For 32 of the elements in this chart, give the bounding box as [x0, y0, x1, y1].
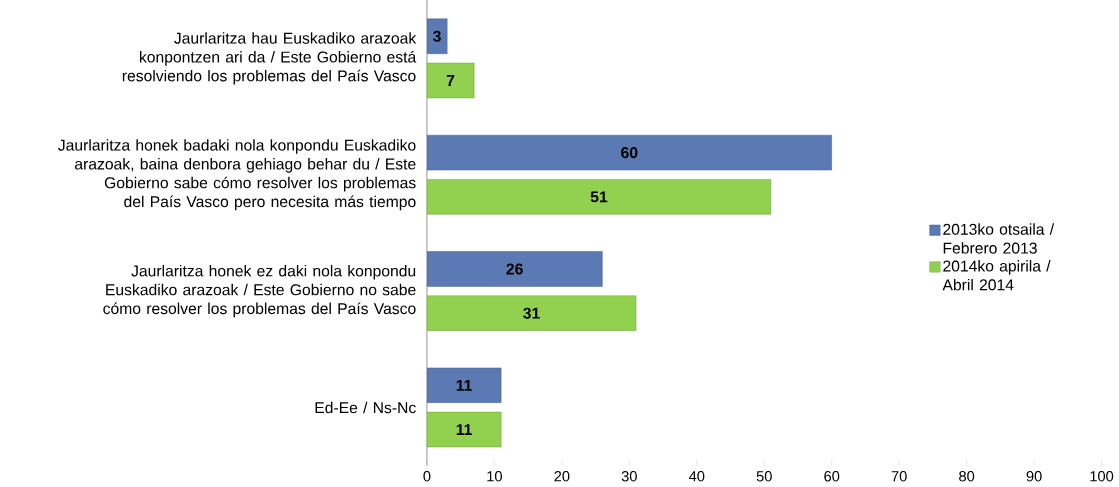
x-tick-label: 0	[423, 471, 431, 482]
x-tick-label: 40	[688, 471, 705, 482]
data-label: 26	[506, 263, 523, 275]
y-tick-label: Ed-Ee / Ns-Nc	[315, 401, 416, 414]
data-label: 11	[456, 424, 472, 436]
data-label: 51	[590, 191, 608, 203]
x-tick-label: 50	[756, 471, 772, 482]
bar	[426, 251, 603, 287]
x-tick-label: 80	[959, 471, 975, 482]
x-tick-label: 30	[621, 471, 637, 482]
data-label: 31	[523, 307, 540, 319]
x-tick-label: 90	[1026, 471, 1042, 482]
bar	[426, 135, 832, 171]
x-tick-label: 100	[1090, 471, 1114, 482]
bar	[426, 18, 448, 55]
bar	[426, 179, 772, 215]
bar	[426, 62, 475, 99]
data-label: 11	[456, 380, 472, 391]
data-label: 3	[433, 30, 441, 43]
legend-label: 2014ko apirila / Abril 2014	[942, 260, 1051, 291]
data-label: 7	[446, 75, 455, 87]
data-label: 60	[621, 147, 638, 159]
bar	[426, 367, 502, 404]
legend-label: 2013ko otsaila / Febrero 2013	[943, 223, 1055, 254]
x-tick-label: 70	[891, 471, 907, 482]
y-tick-label: Jaurlaritza honek badaki nola konpondu Euskadiko arazoak, baina denbora gehiago behar du / Este Gobierno sabe cómo resolver los problemas del País Vasco pero necesita más tiempo	[58, 139, 416, 211]
y-tick-label: Jaurlaritza hau Euskadiko arazoak konpontzen ari da / Este Gobierno está resolviendo los problemas del País Vasco	[122, 32, 417, 85]
x-tick-label: 60	[824, 471, 840, 482]
x-tick-label: 10	[487, 471, 502, 482]
x-tick-label: 20	[554, 471, 570, 482]
bar	[426, 295, 637, 332]
y-tick-label: Jaurlaritza honek ez daki nola konpondu Euskadiko arazoak / Este Gobierno no sabe cómo resolver los problemas del País Vasco	[103, 265, 416, 318]
